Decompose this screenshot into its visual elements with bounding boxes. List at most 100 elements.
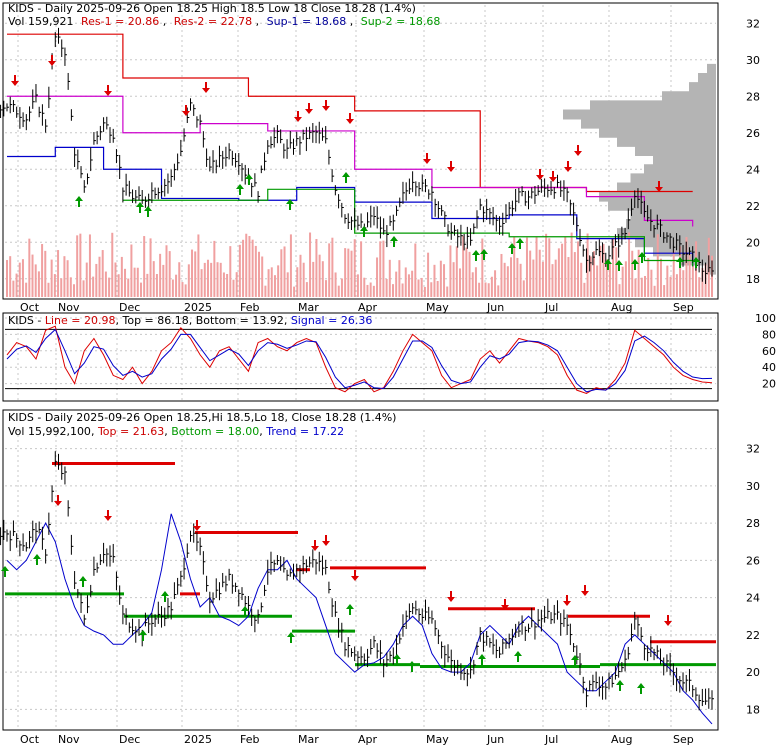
volume-bar <box>60 278 63 297</box>
volume-bar <box>471 272 474 297</box>
sell-arrow <box>202 82 210 93</box>
volume-bar <box>599 245 602 297</box>
volume-bar <box>701 268 704 297</box>
volume-bar <box>513 237 516 297</box>
volume-bar <box>47 282 50 297</box>
y-tick-label: 32 <box>746 443 760 456</box>
volume-bar <box>369 282 372 297</box>
volume-bar <box>159 253 162 297</box>
oscillator-line-series <box>6 325 713 394</box>
buy-arrow <box>616 680 624 691</box>
sell-arrow <box>104 85 112 96</box>
volume-bar <box>232 279 235 297</box>
volume-profile-bar <box>644 164 716 175</box>
buy-arrow <box>139 630 147 641</box>
y-tick-label: 28 <box>746 517 760 530</box>
sell-arrow <box>182 105 190 116</box>
buy-arrow <box>478 654 486 665</box>
volume-bar <box>85 262 88 297</box>
volume-bar <box>468 251 471 297</box>
month-label: Oct <box>20 301 40 314</box>
month-label: Feb <box>240 733 259 745</box>
volume-bar <box>452 262 455 297</box>
oscillator-y-ticks: 100 80 60 40 20 <box>755 312 776 391</box>
volume-bar <box>28 238 31 297</box>
buy-arrow <box>692 257 700 268</box>
volume-profile-bar <box>599 191 716 202</box>
volume-bar <box>503 262 506 297</box>
volume-bar <box>44 250 47 297</box>
sell-arrow <box>351 570 359 581</box>
volume-bar <box>331 237 334 297</box>
price-panel-legend: KIDS - Daily 2025-09-26 Open 18.25 High … <box>8 2 440 28</box>
oscillator-lines <box>5 325 713 394</box>
volume-bar <box>411 270 414 297</box>
buy-arrow <box>241 606 249 617</box>
volume-bar <box>299 254 302 297</box>
sell-arrow <box>311 540 319 551</box>
oscillator-signal-series <box>6 328 713 393</box>
volume-bar <box>353 239 356 297</box>
volume-bar <box>184 284 187 297</box>
volume-bar <box>289 234 292 297</box>
buy-arrow <box>79 576 87 587</box>
month-label: Sep <box>673 301 694 314</box>
volume-bar <box>500 253 503 297</box>
volume-bar <box>162 264 165 297</box>
volume-bar <box>9 256 12 297</box>
volume-bar <box>360 241 363 297</box>
volume-profile-bar <box>689 82 716 93</box>
volume-bar <box>21 259 24 297</box>
res1-line <box>7 95 694 227</box>
buy-arrow <box>516 238 524 249</box>
legend-vol: Vol 159,921 <box>8 15 73 28</box>
volume-bar <box>273 275 276 297</box>
volume-bar <box>557 248 560 297</box>
trend-x-ticks: Oct Nov Dec 2025 Feb Mar Apr May Jun Jul Aug Sep <box>20 733 694 746</box>
volume-bar <box>602 243 605 297</box>
volume-bar <box>401 283 404 297</box>
trend-top-label: Top = 21.63 <box>97 425 164 438</box>
volume-bar <box>264 285 267 297</box>
trend-arrows <box>1 495 672 694</box>
buy-arrow <box>393 654 401 665</box>
volume-bar <box>481 238 484 297</box>
volume-bar <box>41 244 44 297</box>
month-label: Apr <box>358 301 378 314</box>
y-tick-label: 20 <box>746 666 760 679</box>
oscillator-y-tick: 60 <box>762 345 776 358</box>
volume-bar <box>18 262 21 297</box>
oscillator-legend: KIDS - Line = 20.98, Top = 86.18, Bottom… <box>8 314 372 327</box>
volume-bar <box>679 246 682 297</box>
volume-bar <box>315 239 318 297</box>
volume-profile-bar <box>608 200 716 211</box>
legend-res2: Res-2 = 22.78 <box>174 15 252 28</box>
volume-bar <box>280 249 283 297</box>
volume-bar <box>404 267 407 297</box>
volume-bar <box>612 238 615 297</box>
volume-bar <box>385 278 388 297</box>
volume-bar <box>328 243 331 297</box>
volume-bar <box>347 248 350 297</box>
volume-bar <box>248 236 251 297</box>
buy-arrow <box>390 236 398 247</box>
volume-bar <box>650 269 653 297</box>
volume-bar <box>63 256 66 297</box>
legend-sup2: Sup-2 = 18.68 <box>361 15 441 28</box>
sell-arrow <box>549 171 557 182</box>
volume-bar <box>206 259 209 297</box>
volume-bar <box>427 252 430 297</box>
volume-bar <box>178 262 181 297</box>
sell-arrow <box>574 145 582 156</box>
volume-bar <box>564 236 567 297</box>
volume-bar <box>165 245 168 297</box>
volume-bar <box>615 247 618 297</box>
volume-bar <box>312 261 315 297</box>
volume-bar <box>577 241 580 297</box>
sell-arrow <box>581 585 589 596</box>
volume-bar <box>149 238 152 297</box>
sell-arrow <box>193 520 201 531</box>
volume-bar <box>430 282 433 297</box>
oscillator-bottom-label: Bottom = 13.92 <box>196 314 284 327</box>
buy-arrow <box>631 259 639 270</box>
